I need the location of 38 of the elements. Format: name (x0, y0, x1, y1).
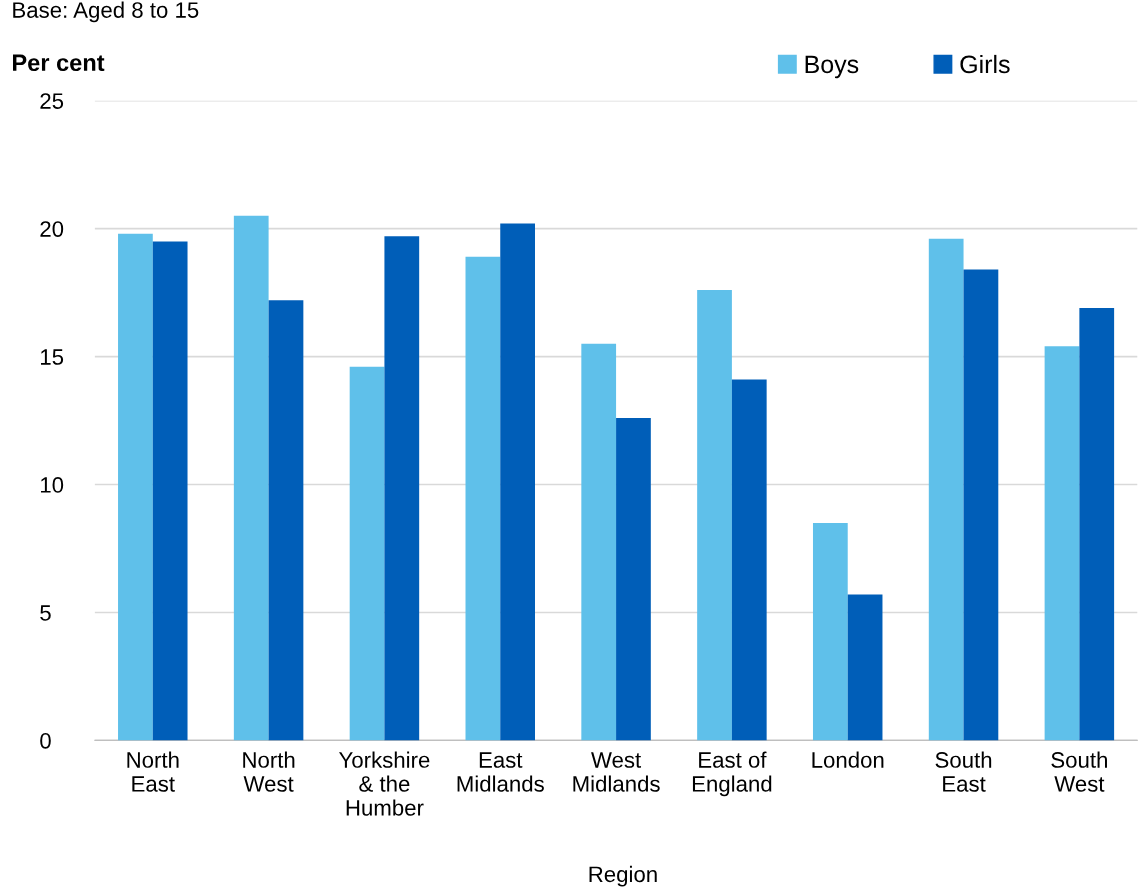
bar (384, 236, 420, 741)
x-tick-label: London (812, 751, 884, 768)
bar (500, 223, 535, 741)
bar (812, 522, 848, 741)
y-tick-label: 10 (41, 477, 64, 493)
x-tick-label: South West (1051, 751, 1107, 792)
y-axis-title: Per cent (13, 54, 105, 72)
bar (581, 343, 617, 741)
legend-label: Girls (960, 54, 1010, 74)
y-tick-label: 0 (40, 732, 51, 749)
bar (697, 290, 732, 741)
y-tick-label: 20 (40, 221, 64, 237)
legend-label: Boys (805, 55, 859, 79)
bar (152, 241, 188, 741)
bar (928, 238, 964, 741)
x-tick-label: East Midlands (457, 752, 544, 792)
bar (1044, 346, 1080, 741)
bar (963, 269, 999, 741)
y-tick-label: 25 (40, 93, 64, 109)
bar (349, 366, 385, 741)
bar (233, 215, 269, 741)
x-tick-label: East of England (692, 751, 772, 797)
x-tick-label: North East (127, 751, 179, 792)
x-axis-title: Region (589, 865, 657, 887)
bar (731, 379, 767, 741)
bar (616, 417, 651, 741)
x-tick-label: West Midlands (573, 752, 660, 792)
bar (465, 256, 501, 741)
chart-subtitle: Base: Aged 8 to 15 (13, 1, 199, 23)
bar (118, 233, 153, 741)
x-tick-label: North West (243, 751, 295, 792)
bar (1079, 307, 1115, 741)
y-tick-label: 15 (41, 349, 64, 365)
x-tick-label: Yorkshire & the Humber (339, 751, 430, 816)
bar (268, 300, 304, 741)
bar (847, 594, 883, 741)
y-tick-label: 5 (40, 605, 51, 621)
x-tick-label: South East (935, 751, 992, 792)
